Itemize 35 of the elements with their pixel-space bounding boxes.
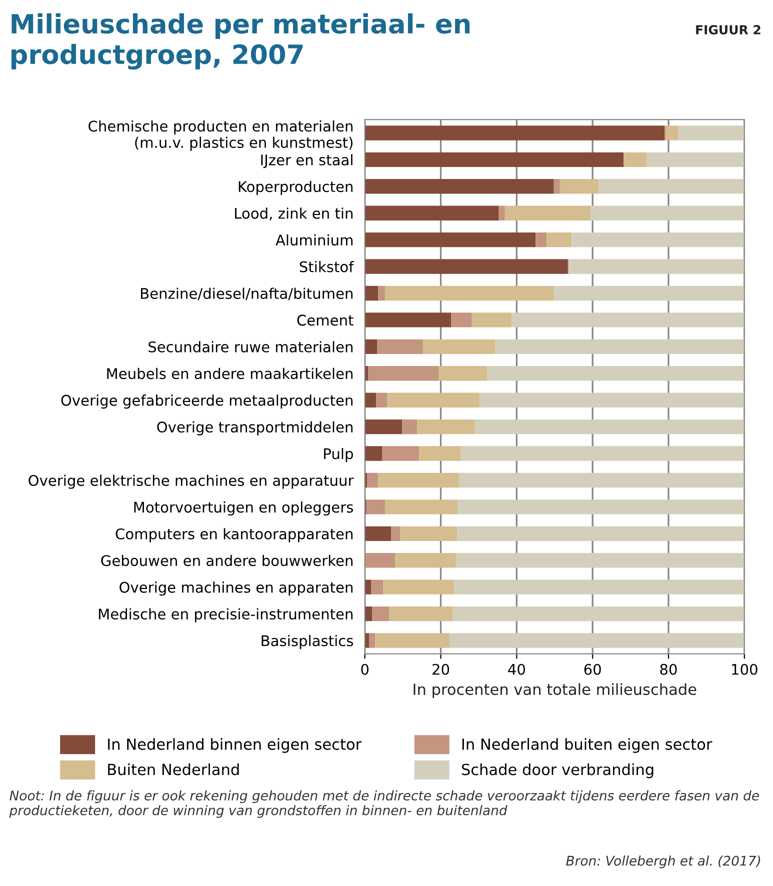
chart-title: Milieuschade per materiaal- en productgroep, 2007 (11, 13, 470, 70)
y-tick-label: Overige transportmiddelen (157, 421, 352, 436)
text: Noot: In de figuur is er ook rekening gehouden met de indirecte schade veroorzaakt tijdens eerdere fasen van de productieketen, door de winning van grondstoffen in binnen- en buitenland (9, 790, 759, 818)
y-tick-label: IJzer en staal (261, 154, 352, 168)
text: FIGUUR 2 (696, 25, 760, 34)
y-tick-label: Motorvoertuigen en opleggers (134, 501, 354, 516)
y-tick-label: Cement (297, 314, 354, 326)
y-tick-label: Aluminium (276, 234, 353, 246)
y-tick-label: Overige gefabriceerde metaalproducten (61, 394, 352, 409)
y-tick-label: Medische en precisie-instrumenten (98, 608, 353, 622)
y-tick-label: Secundaire ruwe materialen (148, 341, 353, 352)
y-tick-label: Koperproducten (238, 180, 352, 195)
y-tick-label: Lood, zink en tin (235, 208, 353, 220)
legend-label: In Nederland binnen eigen sector (108, 738, 362, 753)
y-tick-label: Meubels en andere maakartikelen (107, 368, 353, 380)
x-tick-label: 80 (660, 664, 677, 675)
x-tick-label: 100 (732, 664, 758, 675)
x-tick-label: 40 (508, 664, 525, 675)
y-tick-label: Pulp (324, 448, 353, 462)
y-tick-label: Computers en kantoorapparaten (116, 528, 353, 542)
y-tick-label: Overige elektrische machines en apparatuur (28, 474, 354, 489)
x-tick-label: 20 (432, 664, 450, 675)
y-tick-label: Overige machines en apparaten (120, 582, 353, 596)
x-tick-label: 0 (361, 664, 369, 675)
x-tick-label: 60 (584, 664, 601, 675)
x-axis-title: In procenten van totale milieuschade (414, 683, 696, 698)
y-tick-label: Stikstof (300, 260, 354, 272)
legend-label: Schade door verbranding (462, 763, 654, 778)
y-tick-label: Chemische producten en materialen (m.u.v. plastics en kunstmest) (88, 120, 353, 151)
y-tick-label: Gebouwen en andere bouwwerken (101, 554, 353, 566)
legend-label: Buiten Nederland (108, 763, 239, 776)
y-tick-label: Basisplastics (262, 634, 354, 650)
legend-label: In Nederland buiten eigen sector (462, 738, 712, 753)
y-tick-label: Benzine/diesel/nafta/bitumen (140, 288, 353, 300)
text: Bron: Vollebergh et al. (2017) (566, 856, 760, 868)
